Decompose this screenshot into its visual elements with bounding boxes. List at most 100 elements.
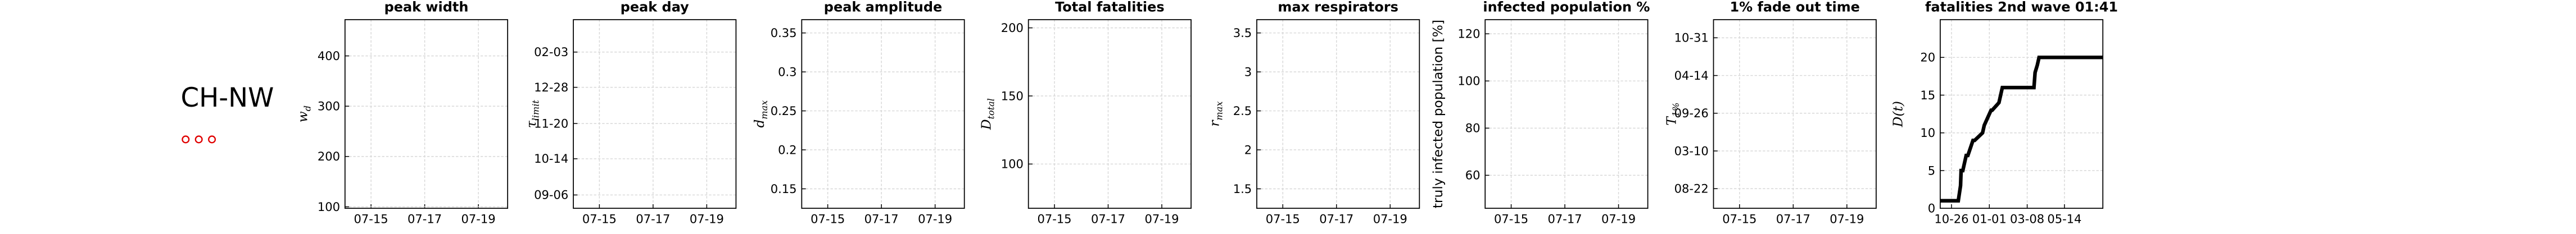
y-tick-label: 09-06: [534, 188, 568, 202]
plot-area: [345, 20, 508, 209]
y-tick-label: 04-14: [1674, 68, 1709, 82]
y-tick-label: 100: [1457, 74, 1480, 88]
y-tick-label: 300: [318, 99, 340, 113]
chart-title: infected population %: [1483, 0, 1650, 15]
x-tick-label: 07-15: [1037, 212, 1071, 226]
y-tick-label: 0.35: [771, 26, 797, 40]
y-axis-label-main: d: [751, 120, 767, 128]
marker: [208, 135, 216, 144]
y-axis-label: T1%: [1663, 103, 1681, 126]
y-axis-label-main: D: [978, 119, 994, 130]
y-axis-label: Dtotal: [978, 98, 996, 130]
plot-area: [1940, 20, 2103, 209]
chart-title: peak amplitude: [824, 0, 942, 15]
x-tick-label: 07-19: [461, 212, 496, 226]
x-tick-label: 07-17: [1091, 212, 1125, 226]
chart-title: peak width: [384, 0, 469, 15]
y-tick-label: 200: [1001, 21, 1024, 35]
plot-area: [1485, 20, 1648, 209]
x-tick-label: 07-15: [1722, 212, 1756, 226]
y-tick-label: 03-10: [1674, 144, 1709, 158]
x-tick-label: 07-19: [1601, 212, 1636, 226]
y-axis-label-main: τ: [523, 120, 539, 128]
y-tick-label: 200: [318, 149, 340, 163]
plot-area: [802, 20, 965, 209]
plot-frame: [1027, 19, 1192, 209]
y-axis-label-main: T: [1663, 116, 1679, 126]
y-axis-label-main: w: [295, 111, 311, 122]
plot-frame: [1713, 19, 1877, 209]
y-axis-label-sub: limit: [531, 100, 541, 121]
y-tick-label: 1.5: [1233, 182, 1252, 196]
y-tick-label: 10-14: [534, 152, 568, 166]
y-tick-label: 10-31: [1674, 31, 1709, 45]
x-tick-label: 07-17: [1547, 212, 1582, 226]
y-axis-label: τlimit: [523, 100, 541, 129]
y-tick-label: 5: [1928, 163, 1935, 177]
x-tick-label: 07-19: [918, 212, 952, 226]
y-tick-label: 20: [1920, 51, 1935, 65]
y-tick-label: 3: [1244, 65, 1252, 79]
y-axis-label: truly infected population [%]: [1430, 20, 1446, 208]
chart-title: max respirators: [1278, 0, 1398, 15]
plot-area: [573, 20, 736, 209]
y-axis-label-sub: d: [302, 105, 313, 111]
marker: [182, 135, 190, 144]
data-line: [1940, 56, 2103, 203]
y-tick-label: 400: [318, 49, 340, 63]
x-tick-label: 07-19: [690, 212, 724, 226]
y-tick-label: 100: [318, 200, 340, 214]
y-tick-label: 0.15: [771, 182, 797, 196]
y-tick-label: 80: [1465, 121, 1481, 135]
x-tick-label: 07-17: [864, 212, 899, 226]
x-tick-label: 07-19: [1373, 212, 1407, 226]
y-tick-label: 0: [1928, 201, 1935, 215]
plot-frame: [801, 19, 965, 209]
x-tick-label: 10-26: [1934, 212, 1968, 226]
y-axis-label-main: truly infected population [%]: [1430, 20, 1446, 208]
x-tick-label: 07-19: [1830, 212, 1864, 226]
y-tick-label: 12-28: [534, 80, 568, 94]
x-tick-label: 07-15: [354, 212, 388, 226]
y-tick-label: 0.3: [778, 65, 796, 79]
y-axis-label-sub: 1%: [1670, 103, 1681, 117]
plot-area: [1028, 20, 1192, 209]
plot-area: [1713, 20, 1876, 209]
y-axis-label-main: D(t): [1890, 101, 1906, 127]
x-tick-label: 07-15: [1494, 212, 1528, 226]
plot-frame: [344, 19, 509, 209]
x-tick-label: 07-17: [1776, 212, 1810, 226]
marker: [194, 135, 203, 144]
y-tick-label: 08-22: [1674, 182, 1709, 196]
chart-title: 1% fade out time: [1730, 0, 1860, 15]
y-tick-label: 100: [1001, 157, 1024, 171]
chart-title: peak day: [621, 0, 689, 15]
y-tick-label: 09-26: [1674, 106, 1709, 120]
chart-title: Total fatalities: [1055, 0, 1165, 15]
y-axis-label-main: r: [1207, 120, 1223, 127]
y-tick-label: 120: [1457, 27, 1480, 41]
chart-title: fatalities 2nd wave 01:41: [1925, 0, 2118, 15]
y-tick-label: 02-03: [534, 45, 568, 59]
x-tick-label: 01-01: [1972, 212, 2007, 226]
x-tick-label: 03-08: [2010, 212, 2044, 226]
x-tick-label: 07-15: [1266, 212, 1300, 226]
x-tick-label: 07-15: [811, 212, 845, 226]
plot-frame: [573, 19, 737, 209]
y-tick-label: 0.2: [778, 143, 796, 157]
y-tick-label: 2.5: [1233, 104, 1252, 118]
x-tick-label: 05-14: [2047, 212, 2081, 226]
plot-area: [1256, 20, 1420, 209]
region-label: CH-NW: [181, 83, 274, 113]
y-axis-label: D(t): [1890, 101, 1906, 127]
y-axis-label: dmax: [751, 100, 769, 128]
x-tick-label: 07-17: [1319, 212, 1353, 226]
y-axis-label-sub: total: [985, 98, 996, 119]
y-tick-label: 60: [1465, 168, 1481, 182]
y-axis-label-sub: max: [759, 100, 769, 120]
plot-frame: [1256, 19, 1420, 209]
y-tick-label: 3.5: [1233, 26, 1252, 40]
y-tick-label: 150: [1001, 89, 1024, 103]
